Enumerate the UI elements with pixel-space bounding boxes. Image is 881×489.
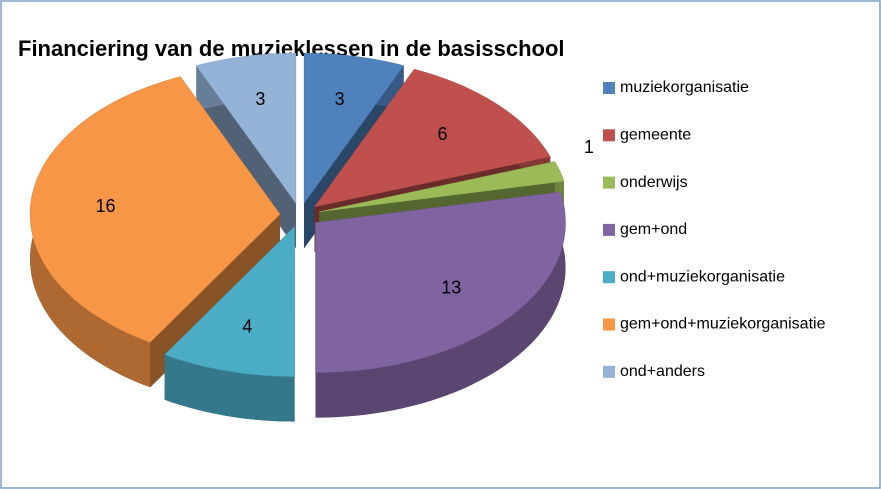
legend: muziekorganisatie gemeente onderwijs gem+on… <box>603 79 826 380</box>
data-label: 13 <box>441 278 461 298</box>
legend-label: ond+anders <box>620 363 705 380</box>
slice <box>319 161 565 213</box>
data-label: 6 <box>438 124 448 144</box>
pie: 3 6 1 13 4 16 3 <box>29 53 594 422</box>
legend-label: gem+ond <box>620 221 687 238</box>
slice <box>314 68 551 208</box>
slice-side <box>164 354 295 422</box>
legend-swatch <box>603 271 615 284</box>
data-label: 3 <box>255 89 265 109</box>
legend-swatch <box>603 176 615 189</box>
legend-label: muziekorganisatie <box>620 79 749 96</box>
legend-swatch <box>603 129 615 142</box>
slice-side <box>315 192 566 418</box>
legend-label: onderwijs <box>620 174 688 191</box>
legend-swatch <box>603 82 615 94</box>
data-label: 3 <box>335 89 345 109</box>
legend-label: ond+muziekorganisatie <box>620 268 785 285</box>
legend-swatch <box>603 223 615 236</box>
slice <box>303 53 405 205</box>
slice <box>164 226 295 377</box>
legend-swatch <box>603 318 615 331</box>
legend-label: gem+ond+muziekorganisatie <box>620 316 826 333</box>
legend-swatch <box>603 365 615 378</box>
slice <box>315 191 566 373</box>
data-label: 16 <box>95 196 115 216</box>
slice <box>29 76 281 343</box>
slice <box>195 53 297 205</box>
data-label: 4 <box>242 316 252 336</box>
legend-label: gemeente <box>620 127 691 144</box>
data-label: 1 <box>584 137 594 157</box>
